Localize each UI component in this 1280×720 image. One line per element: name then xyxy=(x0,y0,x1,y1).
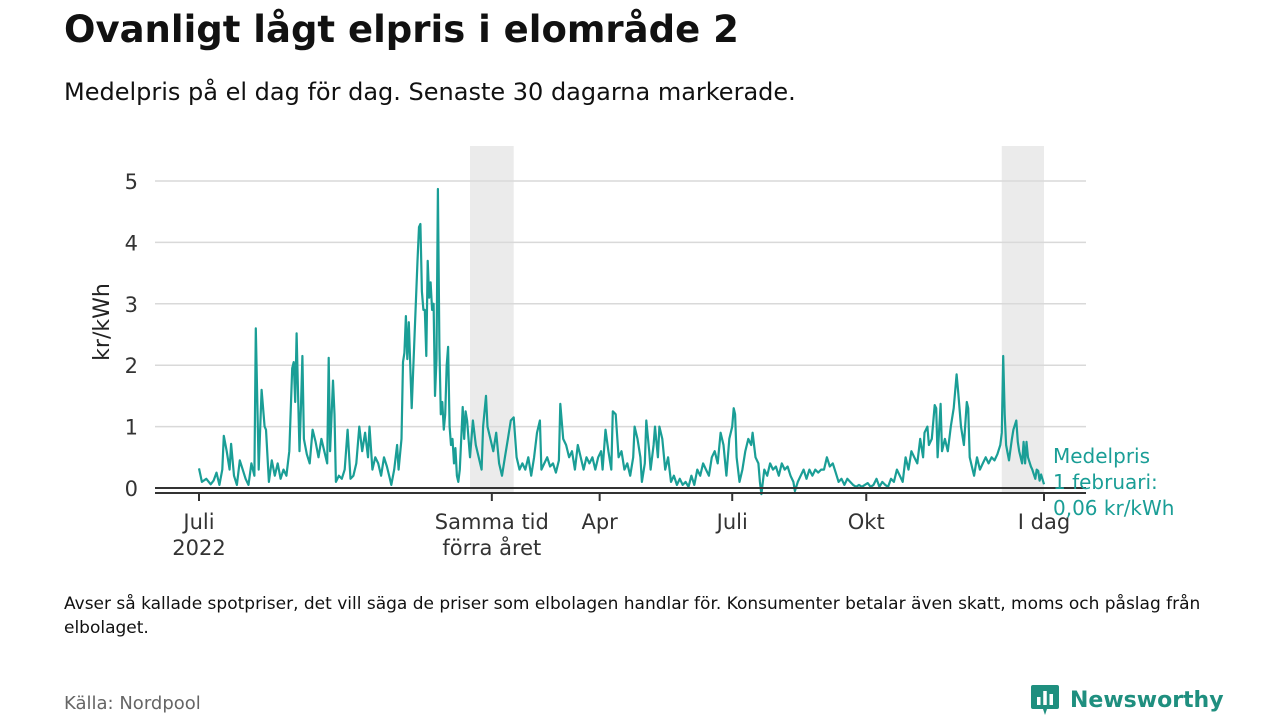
x-tick-label: Juli xyxy=(715,510,748,534)
y-gridlines: 0 1 2 3 4 5 xyxy=(125,170,1086,501)
newsworthy-logo-icon xyxy=(1031,685,1059,715)
x-tick-label: I dag xyxy=(1018,510,1070,534)
annotation-text: 1 februari: xyxy=(1053,470,1158,494)
price-series xyxy=(197,187,1046,496)
brand: Newsworthy xyxy=(1030,682,1224,718)
annotation-text: 0,06 kr/kWh xyxy=(1053,496,1174,520)
x-tick-label: Apr xyxy=(581,510,618,534)
highlight-band-1 xyxy=(1001,146,1044,494)
x-tick-label: Juli xyxy=(181,510,214,534)
x-tick-label: 2022 xyxy=(172,536,225,560)
x-tick-label: förra året xyxy=(442,535,541,560)
source-credit: Källa: Nordpool xyxy=(64,693,201,714)
chart-subtitle: Medelpris på el dag för dag. Senaste 30 … xyxy=(64,78,796,106)
y-tick-label: 4 xyxy=(125,231,138,255)
brand-name: Newsworthy xyxy=(1070,687,1224,713)
annotation-text: Medelpris xyxy=(1053,444,1150,468)
chart-title: Ovanligt lågt elpris i elområde 2 xyxy=(64,8,739,51)
price-line xyxy=(197,187,1046,496)
y-axis-label: kr/kWh xyxy=(90,283,115,361)
y-tick-label: 5 xyxy=(125,170,138,194)
y-tick-label: 0 xyxy=(125,477,138,501)
highlight-bands xyxy=(469,146,1044,494)
y-tick-label: 2 xyxy=(125,354,138,378)
footnote: Avser så kallade spotpriser, det vill sä… xyxy=(64,594,1201,638)
highlight-band-0 xyxy=(469,146,514,494)
x-tick-label: Samma tid xyxy=(435,510,549,534)
y-tick-label: 1 xyxy=(125,416,138,440)
y-tick-label: 3 xyxy=(125,293,138,317)
x-tick-label: Okt xyxy=(848,510,885,534)
